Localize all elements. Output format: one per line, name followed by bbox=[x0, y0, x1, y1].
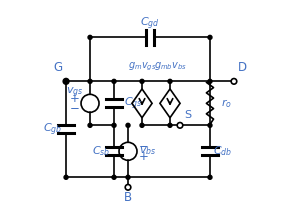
Circle shape bbox=[231, 78, 237, 84]
Circle shape bbox=[125, 185, 131, 190]
Text: $C_{db}$: $C_{db}$ bbox=[213, 144, 232, 158]
Circle shape bbox=[63, 78, 69, 84]
Text: +: + bbox=[70, 92, 80, 105]
Text: $v_{gs}$: $v_{gs}$ bbox=[66, 85, 84, 99]
Text: $C_{gs}$: $C_{gs}$ bbox=[124, 95, 142, 111]
Circle shape bbox=[126, 175, 130, 179]
Circle shape bbox=[64, 79, 68, 83]
Circle shape bbox=[140, 123, 144, 127]
Text: $g_m v_{gs}$: $g_m v_{gs}$ bbox=[128, 60, 156, 73]
Circle shape bbox=[64, 175, 68, 179]
Circle shape bbox=[168, 79, 172, 83]
Circle shape bbox=[208, 79, 212, 83]
Circle shape bbox=[168, 123, 172, 127]
Circle shape bbox=[140, 79, 144, 83]
Circle shape bbox=[208, 35, 212, 39]
Circle shape bbox=[126, 123, 130, 127]
Circle shape bbox=[88, 35, 92, 39]
Text: $C_{sb}$: $C_{sb}$ bbox=[92, 144, 110, 158]
Circle shape bbox=[177, 123, 183, 128]
Text: D: D bbox=[237, 61, 247, 74]
Circle shape bbox=[112, 79, 116, 83]
Text: $v_{bs}$: $v_{bs}$ bbox=[139, 145, 156, 157]
Text: +: + bbox=[139, 150, 149, 163]
Text: $C_{gd}$: $C_{gd}$ bbox=[140, 15, 160, 32]
Circle shape bbox=[112, 123, 116, 127]
Text: $C_{gb}$: $C_{gb}$ bbox=[44, 121, 63, 138]
Text: G: G bbox=[53, 61, 63, 74]
Text: −: − bbox=[139, 140, 149, 153]
Text: S: S bbox=[184, 110, 191, 120]
Text: B: B bbox=[124, 191, 132, 204]
Text: $g_{mb}v_{bs}$: $g_{mb}v_{bs}$ bbox=[154, 60, 187, 72]
Circle shape bbox=[208, 175, 212, 179]
Circle shape bbox=[208, 123, 212, 127]
Circle shape bbox=[112, 175, 116, 179]
Circle shape bbox=[88, 79, 92, 83]
Circle shape bbox=[88, 123, 92, 127]
Text: −: − bbox=[70, 102, 80, 115]
Text: $r_o$: $r_o$ bbox=[221, 97, 232, 110]
